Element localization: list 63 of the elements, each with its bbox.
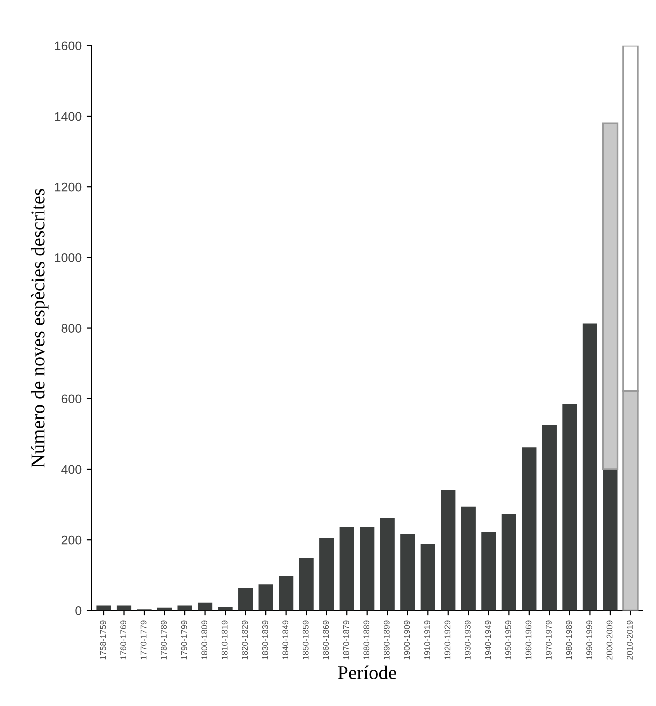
x-tick-label: 1780-1789 <box>161 620 168 660</box>
x-tick-label: 1790-1799 <box>181 620 188 660</box>
y-axis-title: Número de noves espècies descrites <box>31 189 49 468</box>
x-tick-label: 1910-1919 <box>424 620 430 660</box>
x-tick-label: 1810-1819 <box>222 620 228 660</box>
bar <box>340 527 354 611</box>
bar <box>562 404 578 611</box>
x-tick-label: 1770-1779 <box>140 620 147 660</box>
bar <box>360 527 375 611</box>
y-tick-label: 0 <box>76 606 82 616</box>
bar <box>420 544 436 611</box>
bar <box>482 532 496 611</box>
x-tick-label: 1960-1969 <box>526 620 532 660</box>
x-tick-label: 1800-1809 <box>202 620 208 660</box>
y-tick-label: 200 <box>62 536 82 545</box>
x-tick-label: 2010-2019 <box>627 620 633 660</box>
x-tick-label: 1840-1849 <box>282 620 289 660</box>
x-tick-label: 1970-1979 <box>546 620 552 660</box>
x-tick-label: 1900-1909 <box>404 620 410 660</box>
bar <box>522 448 537 611</box>
bar <box>400 534 416 611</box>
x-tick-label: 1930-1939 <box>464 620 471 660</box>
x-tick-label: 1950-1959 <box>506 620 512 660</box>
bar <box>441 490 456 611</box>
bar <box>96 606 112 611</box>
y-tick-label: 400 <box>62 465 82 474</box>
bar <box>258 584 274 611</box>
x-tick-label: 1890-1899 <box>384 620 390 660</box>
x-axis-title: Període <box>338 666 396 680</box>
bar <box>502 514 516 611</box>
x-tick-label: 1990-1999 <box>586 620 592 660</box>
x-tick-label: 1830-1839 <box>262 620 268 660</box>
bar <box>238 588 254 611</box>
bar <box>116 606 132 611</box>
x-tick-label: 1820-1829 <box>242 620 248 660</box>
bar <box>320 538 334 611</box>
bar <box>299 558 314 611</box>
y-tick-label: 1000 <box>55 253 82 262</box>
bar <box>542 425 557 611</box>
x-tick-label: 1870-1879 <box>343 620 350 660</box>
y-tick-label: 800 <box>62 324 82 333</box>
bar <box>279 576 294 611</box>
bar <box>603 469 618 611</box>
y-tick-label: 1600 <box>55 42 82 51</box>
bar <box>582 324 598 611</box>
x-tick-label: 1758-1759 <box>100 620 106 660</box>
bar <box>380 518 395 611</box>
y-tick-label: 600 <box>62 394 82 404</box>
y-tick-label: 1200 <box>55 182 82 192</box>
bar <box>461 506 476 611</box>
x-tick-label: 1980-1989 <box>566 620 572 660</box>
x-tick-label: 1850-1859 <box>302 620 309 660</box>
x-tick-label: 1860-1869 <box>323 620 330 660</box>
y-tick-label: 1400 <box>55 112 82 122</box>
bar <box>218 607 233 611</box>
x-tick-label: 1760-1769 <box>120 620 126 660</box>
bar <box>178 606 192 611</box>
x-tick-label: 1940-1949 <box>485 620 492 660</box>
x-tick-label: 2000-2009 <box>606 620 613 660</box>
bar <box>198 602 213 611</box>
x-tick-label: 1880-1889 <box>364 620 370 660</box>
bar <box>602 122 619 470</box>
x-tick-label: 1920-1929 <box>444 620 451 660</box>
